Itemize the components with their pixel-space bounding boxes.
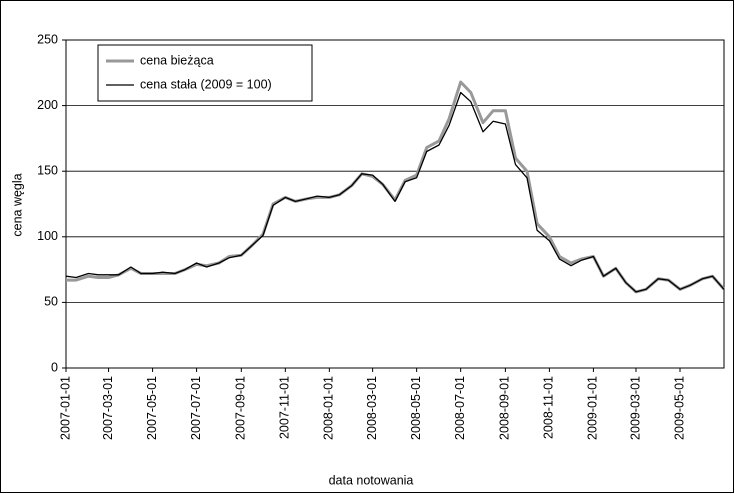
- x-tick-label: 2008-01-01: [322, 376, 336, 440]
- y-tick-label: 0: [51, 360, 58, 374]
- x-tick-label: 2008-05-01: [409, 376, 423, 440]
- legend-label: cena bieżąca: [140, 53, 214, 67]
- x-tick-label: 2007-05-01: [145, 376, 159, 440]
- x-tick-label: 2007-07-01: [189, 376, 203, 440]
- y-tick-label: 200: [37, 98, 58, 112]
- series-line: [65, 91, 725, 293]
- x-tick-label: 2008-11-01: [542, 376, 556, 439]
- x-axis-label: data notowania: [329, 473, 414, 487]
- y-tick-label: 250: [37, 32, 58, 46]
- y-tick-label: 150: [37, 163, 58, 177]
- legend-box: [97, 44, 313, 102]
- x-tick-label: 2007-01-01: [58, 376, 72, 440]
- legend-label: cena stała (2009 = 100): [140, 77, 272, 91]
- x-tick-label: 2007-03-01: [101, 376, 115, 440]
- x-tick-label: 2009-01-01: [586, 376, 600, 440]
- x-tick-label: 2008-09-01: [498, 376, 512, 440]
- x-tick-label: 2009-03-01: [628, 376, 642, 440]
- x-tick-label: 2007-09-01: [234, 376, 248, 440]
- x-tick-label: 2007-11-01: [278, 376, 292, 439]
- y-tick-label: 100: [37, 229, 58, 243]
- y-tick-label: 50: [44, 295, 58, 309]
- x-tick-label: 2008-03-01: [365, 376, 379, 440]
- x-tick-label: 2009-05-01: [672, 376, 686, 440]
- x-tick-label: 2008-07-01: [453, 376, 467, 440]
- y-axis-label: cena węgla: [10, 173, 24, 236]
